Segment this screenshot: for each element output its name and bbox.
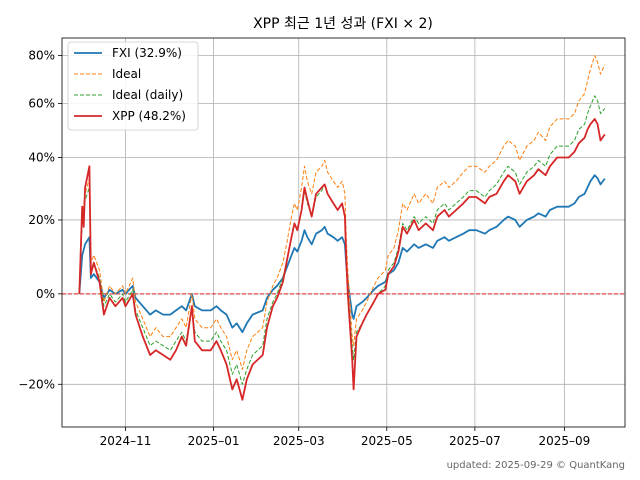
legend-box xyxy=(67,41,199,131)
x-tick-label: 2025–05 xyxy=(361,434,413,448)
y-axis-ticks: −20% 0% 20% 40% 60% 80% xyxy=(18,49,62,391)
y-tick-label: −20% xyxy=(18,377,55,391)
footer-credit: updated: 2025-09-29 © QuantKang xyxy=(447,460,625,471)
legend: FXI (32.9%) Ideal Ideal (daily) XPP (48.2%) xyxy=(67,41,199,131)
x-tick-label: 2025–09 xyxy=(538,434,590,448)
x-tick-label: 2024–11 xyxy=(100,434,152,448)
x-tick-label: 2025–01 xyxy=(188,434,240,448)
y-tick-label: 60% xyxy=(28,96,55,110)
series-line-3 xyxy=(78,118,606,401)
x-tick-label: 2025–07 xyxy=(449,434,501,448)
y-tick-label: 0% xyxy=(36,287,55,301)
chart-title: XPP 최근 1년 성과 (FXI × 2) xyxy=(253,16,433,32)
series-line-2 xyxy=(78,95,606,385)
x-axis-ticks: 2024–11 2025–01 2025–03 2025–05 2025–07 2025–… xyxy=(100,427,590,448)
legend-label: Ideal xyxy=(112,67,141,81)
series-line-1 xyxy=(78,55,606,370)
series-lines xyxy=(78,55,606,401)
plot-frame xyxy=(61,37,626,428)
y-tick-label: 80% xyxy=(28,49,55,63)
legend-label: FXI (32.9%) xyxy=(112,46,182,60)
series-line-0 xyxy=(78,174,606,334)
y-tick-label: 20% xyxy=(28,213,55,227)
x-tick-label: 2025–03 xyxy=(273,434,325,448)
y-tick-label: 40% xyxy=(28,150,55,164)
legend-label: Ideal (daily) xyxy=(112,88,183,102)
legend-label: XPP (48.2%) xyxy=(112,109,186,123)
